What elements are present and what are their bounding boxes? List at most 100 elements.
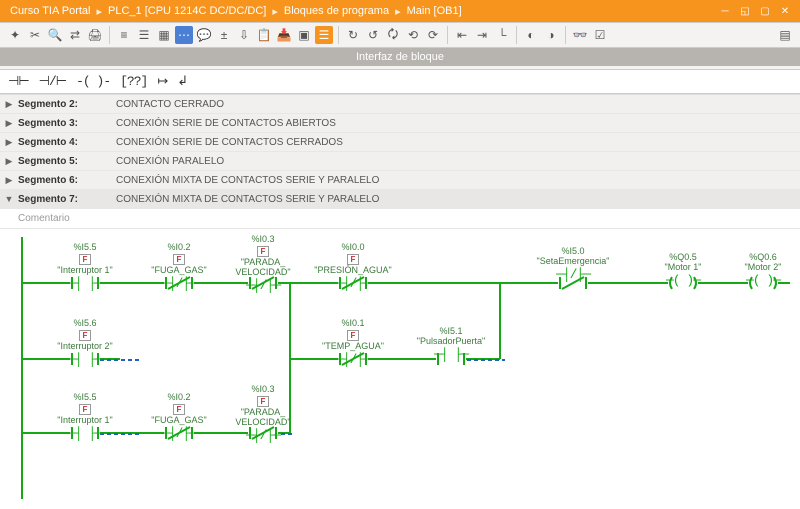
tool-icon[interactable]: ↻ [344,26,362,44]
ladder-toolbar: ⊣⊢ ⊣/⊢ -( )- [??] ↦ ↲ [0,70,800,94]
element-address: %I5.5 [42,243,128,253]
element-address: %I0.2 [136,393,222,403]
segment-title: CONEXIÓN SERIE DE CONTACTOS ABIERTOS [116,118,336,129]
ladder-element[interactable]: %I0.2 F "FUGA_GAS" ─┤/├─ [136,243,222,291]
window-max-icon[interactable]: ▢ [756,4,774,18]
chevron-icon: ▶ [0,156,18,167]
ladder-tool-branch-close[interactable]: ↲ [177,74,187,89]
element-tag: "Motor 2" [720,263,800,273]
tool-icon[interactable]: ⟲ [404,26,422,44]
tool-icon[interactable]: ⟳ [424,26,442,44]
tool-icon[interactable]: ◑ [542,26,560,44]
tool-icon[interactable]: ◐ [522,26,540,44]
ladder-tool-no-contact[interactable]: ⊣⊢ [8,74,29,89]
chevron-icon: ▶ [0,137,18,148]
ladder-tool-box[interactable]: [??] [120,74,147,89]
element-tag: "Motor 1" [640,263,726,273]
tool-icon[interactable]: ≡ [115,26,133,44]
tool-icon[interactable]: └ [493,26,511,44]
window-close-icon[interactable]: ✕ [776,4,794,18]
tool-icon[interactable]: ⇥ [473,26,491,44]
breadcrumb-sep: ▸ [270,5,280,18]
tool-icon[interactable]: ± [215,26,233,44]
segment-title: CONEXIÓN MIXTA DE CONTACTOS SERIE Y PARA… [116,194,379,205]
force-flag-icon: F [347,330,359,341]
segment-header[interactable]: ▶ Segmento 2: CONTACTO CERRADO [0,95,800,114]
chevron-icon: ▼ [0,194,18,204]
ladder-element[interactable]: %I0.1 F "TEMP_AGUA" ─┤/├─ [310,319,396,367]
tool-icon[interactable]: ▤ [776,26,794,44]
ladder-element[interactable]: %I5.1 "PulsadorPuerta" ─┤ ├─ [408,327,494,362]
segment-header[interactable]: ▼ Segmento 7: CONEXIÓN MIXTA DE CONTACTO… [0,190,800,209]
ladder-element[interactable]: %I5.5 F "Interruptor 1" ─┤ ├─ [42,243,128,291]
tool-icon[interactable]: ▦ [155,26,173,44]
breadcrumb-item[interactable]: Main [OB1] [403,5,466,17]
ladder-element[interactable]: %I0.0 F "PRESIÓN_AGUA" ─┤/├─ [310,243,396,291]
tool-icon[interactable]: ☑ [591,26,609,44]
ladder-element[interactable]: %Q0.5 "Motor 1" ─( )─ [640,253,726,288]
tool-icon[interactable]: 💬 [195,26,213,44]
toolbar-sep [338,26,339,44]
force-flag-icon: F [79,254,91,265]
ladder-canvas[interactable]: %I5.5 F "Interruptor 1" ─┤ ├─%I0.2 F "FU… [0,229,800,509]
tool-icon[interactable]: 📋 [255,26,273,44]
tool-icon[interactable]: ⇄ [66,26,84,44]
chevron-icon: ▶ [0,99,18,110]
tool-icon[interactable]: ▣ [295,26,313,44]
segment-label: Segmento 4: [18,137,116,148]
segment-label: Segmento 6: [18,175,116,186]
element-tag: "PARADA_VELOCIDAD" [220,258,306,278]
tool-icon[interactable]: ⇩ [235,26,253,44]
tool-icon[interactable]: 🗘 [384,26,402,44]
element-tag: "FUGA_GAS" [136,266,222,276]
tool-icon[interactable]: 🔍 [46,26,64,44]
segment-label: Segmento 7: [18,194,116,205]
force-flag-icon: F [79,330,91,341]
breadcrumb-item[interactable]: Bloques de programa [280,5,393,17]
segment-header[interactable]: ▶ Segmento 4: CONEXIÓN SERIE DE CONTACTO… [0,133,800,152]
element-tag: "PulsadorPuerta" [408,337,494,347]
element-tag: "Interruptor 1" [42,266,128,276]
element-address: %I0.2 [136,243,222,253]
segment-comment[interactable]: Comentario [0,209,800,229]
tool-icon[interactable]: 🖨 [86,26,104,44]
tool-icon[interactable]: ⋯ [175,26,193,44]
ladder-element[interactable]: %I5.6 F "Interruptor 2" ─┤ ├─ [42,319,128,367]
toolbar-sep [447,26,448,44]
tool-icon[interactable]: ⇤ [453,26,471,44]
breadcrumb-item[interactable]: Curso TIA Portal [6,5,95,17]
tool-icon[interactable]: ☰ [315,26,333,44]
tool-icon[interactable]: ☰ [135,26,153,44]
breadcrumb-item[interactable]: PLC_1 [CPU 1214C DC/DC/DC] [104,5,270,17]
tool-icon[interactable]: 👓 [571,26,589,44]
tool-icon[interactable]: ✦ [6,26,24,44]
segment-header[interactable]: ▶ Segmento 5: CONEXIÓN PARALELO [0,152,800,171]
window-restore-icon[interactable]: ◱ [736,4,754,18]
ladder-element[interactable]: %Q0.6 "Motor 2" ─( )─ [720,253,800,288]
ladder-element[interactable]: %I0.2 F "FUGA_GAS" ─┤/├─ [136,393,222,441]
toolbar-sep [516,26,517,44]
ladder-element[interactable]: %I5.0 "SetaEmergencia" ─┤/├─ [530,247,616,282]
tool-icon[interactable]: ✂ [26,26,44,44]
ladder-tool-branch-open[interactable]: ↦ [157,74,167,89]
element-tag: "TEMP_AGUA" [310,342,396,352]
tool-icon[interactable]: ↺ [364,26,382,44]
segment-header[interactable]: ▶ Segmento 3: CONEXIÓN SERIE DE CONTACTO… [0,114,800,133]
breadcrumb-sep: ▸ [393,5,403,18]
main-toolbar: ✦ ✂ 🔍 ⇄ 🖨 ≡ ☰ ▦ ⋯ 💬 ± ⇩ 📋 📥 ▣ ☰ ↻ ↺ 🗘 ⟲ … [0,22,800,48]
ladder-element[interactable]: %I5.5 F "Interruptor 1" ─┤ ├─ [42,393,128,441]
segment-header[interactable]: ▶ Segmento 6: CONEXIÓN MIXTA DE CONTACTO… [0,171,800,190]
ladder-tool-nc-contact[interactable]: ⊣/⊢ [39,74,66,89]
ladder-tool-coil[interactable]: -( )- [76,74,110,89]
toolbar-sep [565,26,566,44]
ladder-element[interactable]: %I0.3 F "PARADA_VELOCIDAD" ─┤/├─ [220,235,306,293]
element-address: %I0.3 [220,235,306,245]
element-tag: "Interruptor 2" [42,342,128,352]
window-min-icon[interactable]: ─ [716,4,734,18]
segment-title: CONEXIÓN MIXTA DE CONTACTOS SERIE Y PARA… [116,175,379,186]
force-flag-icon: F [347,254,359,265]
ladder-element[interactable]: %I0.3 F "PARADA_VELOCIDAD" ─┤/├─ [220,385,306,443]
tool-icon[interactable]: 📥 [275,26,293,44]
segment-title: CONEXIÓN PARALELO [116,156,224,167]
segment-label: Segmento 2: [18,99,116,110]
